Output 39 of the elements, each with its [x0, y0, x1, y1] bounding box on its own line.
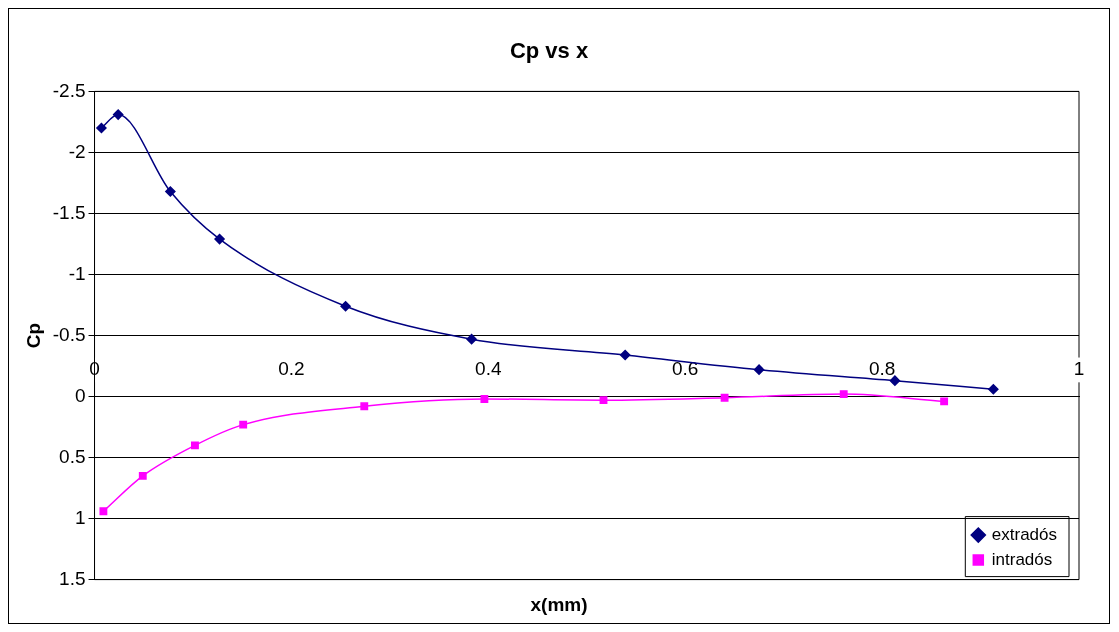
point [99, 507, 108, 516]
point [940, 397, 949, 406]
x-tick-label: 0.4 [475, 358, 502, 380]
y-tick-label: 0.5 [59, 445, 86, 467]
y-tick-label: -2 [68, 140, 86, 162]
x-tick-label: 1 [1073, 358, 1085, 380]
y-tick-label: 1.5 [59, 567, 86, 589]
point [165, 186, 176, 197]
point [214, 233, 225, 245]
y-tick-label: -1.5 [52, 201, 86, 223]
x-tick-label: 0.6 [672, 358, 699, 380]
point [466, 333, 477, 345]
point [138, 471, 147, 480]
point [340, 300, 351, 312]
point [480, 395, 489, 403]
legend-label: extradós [991, 524, 1057, 544]
point [96, 122, 107, 134]
y-tick-label: 0 [74, 384, 86, 406]
point [753, 364, 765, 375]
point [239, 420, 248, 429]
point [112, 109, 124, 120]
point [360, 402, 369, 411]
point [599, 396, 608, 405]
point [191, 441, 199, 450]
point [619, 349, 631, 361]
y-tick-label: 1 [74, 506, 86, 528]
x-tick-label: 0.8 [868, 358, 896, 380]
point [889, 375, 901, 386]
chart-title: Cp vs x [509, 38, 589, 64]
point [720, 393, 729, 402]
y-axis-title: Cp [22, 322, 44, 349]
y-tick-label: -1 [68, 262, 86, 284]
y-tick-label: -2.5 [52, 79, 86, 101]
legend-label: intradós [991, 549, 1053, 569]
point [988, 383, 999, 395]
x-axis-title: x(mm) [529, 594, 589, 616]
x-tick-label: 0.2 [278, 358, 305, 380]
point [839, 390, 848, 399]
y-tick-label: -0.5 [52, 323, 86, 345]
